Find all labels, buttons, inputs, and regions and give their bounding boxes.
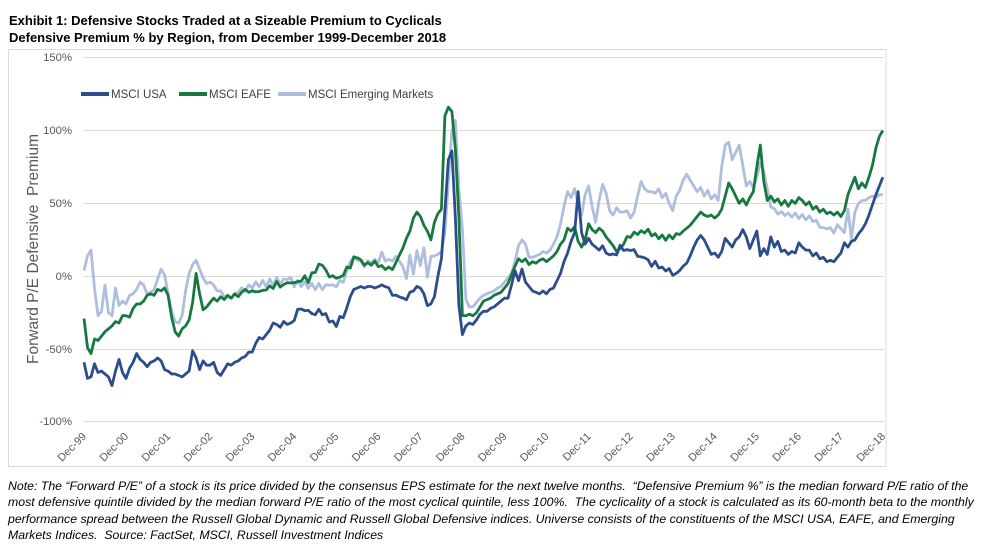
- svg-text:Dec-09: Dec-09: [476, 431, 510, 465]
- svg-text:-50%: -50%: [46, 344, 72, 356]
- svg-text:150%: 150%: [43, 52, 72, 64]
- svg-text:Forward P/E Defensive Premium: Forward P/E Defensive Premium: [25, 134, 42, 364]
- svg-text:Dec-07: Dec-07: [392, 431, 426, 465]
- svg-text:Dec-10: Dec-10: [518, 431, 552, 465]
- svg-text:Dec-00: Dec-00: [98, 431, 132, 465]
- svg-text:Dec-12: Dec-12: [602, 431, 636, 465]
- svg-text:MSCI EAFE: MSCI EAFE: [209, 89, 271, 101]
- svg-text:0%: 0%: [56, 271, 72, 283]
- svg-text:Dec-14: Dec-14: [686, 431, 720, 465]
- svg-text:Dec-17: Dec-17: [812, 431, 846, 465]
- svg-text:Dec-11: Dec-11: [561, 431, 594, 464]
- svg-text:50%: 50%: [49, 198, 72, 210]
- svg-text:Dec-06: Dec-06: [350, 431, 384, 465]
- svg-text:Dec-03: Dec-03: [224, 431, 258, 465]
- svg-text:Dec-15: Dec-15: [728, 431, 762, 465]
- svg-text:Dec-16: Dec-16: [770, 431, 804, 465]
- svg-text:MSCI USA: MSCI USA: [111, 89, 167, 101]
- svg-text:Dec-18: Dec-18: [854, 431, 888, 465]
- svg-text:MSCI Emerging Markets: MSCI Emerging Markets: [308, 89, 434, 101]
- svg-text:Dec-13: Dec-13: [644, 431, 678, 465]
- svg-text:Dec-04: Dec-04: [266, 431, 300, 465]
- svg-text:100%: 100%: [43, 125, 72, 137]
- svg-text:Dec-99: Dec-99: [56, 431, 90, 465]
- svg-text:Dec-08: Dec-08: [434, 431, 468, 465]
- svg-text:Dec-05: Dec-05: [308, 431, 342, 465]
- svg-text:-100%: -100%: [39, 416, 72, 428]
- svg-text:Dec-01: Dec-01: [140, 431, 174, 465]
- svg-text:Dec-02: Dec-02: [182, 431, 216, 465]
